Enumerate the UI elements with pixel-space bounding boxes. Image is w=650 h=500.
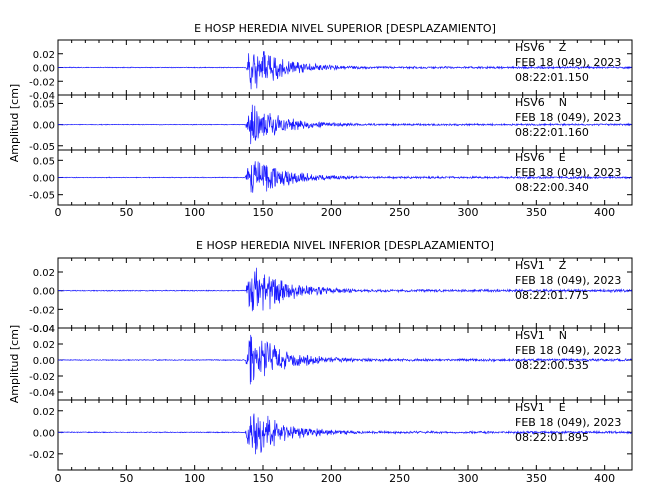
trace-date-label: FEB 18 (049), 2023 xyxy=(515,416,621,429)
x-tick-label: 400 xyxy=(594,206,615,219)
station-code: HSV6 xyxy=(515,96,545,109)
y-tick-label: -0.02 xyxy=(29,305,55,316)
y-tick-label: 0.00 xyxy=(33,64,55,75)
chart-title: E HOSP HEREDIA NIVEL SUPERIOR [DESPLAZAM… xyxy=(194,22,496,35)
x-tick-label: 200 xyxy=(321,472,342,485)
trace-station-label: HSV1 E xyxy=(515,401,566,414)
x-tick-label: 50 xyxy=(119,206,133,219)
waveform-trace xyxy=(57,51,632,90)
station-code: HSV1 xyxy=(515,259,545,272)
x-tick-label: 350 xyxy=(526,206,547,219)
waveform-trace xyxy=(58,267,632,312)
y-tick-label: 0.05 xyxy=(33,99,55,110)
x-tick-label: 100 xyxy=(184,206,205,219)
trace-panel-hsv6-e: 0.05 0.00 -0.05 HSV6 E FEB 18 (049), 2023 08:2… xyxy=(29,149,633,206)
y-tick-label: 0.04 xyxy=(33,324,55,335)
station-code: HSV6 xyxy=(515,41,545,54)
trace-date-label: FEB 18 (049), 2023 xyxy=(515,56,621,69)
x-tick-label: 250 xyxy=(389,472,410,485)
component-code: N xyxy=(559,96,567,109)
y-tick-label: -0.02 xyxy=(29,372,55,383)
x-tick-label: 300 xyxy=(458,206,479,219)
y-tick-label: 0.02 xyxy=(33,50,55,61)
trace-panel-hsv6-z: 0.02 0.00 -0.02 -0.04 HSV6 Z FEB 18 (049), 202… xyxy=(29,39,633,102)
trace-station-label: HSV1 N xyxy=(515,329,567,342)
y-tick-label: 0.00 xyxy=(33,174,55,185)
x-tick-label: 150 xyxy=(253,206,274,219)
trace-date-label: FEB 18 (049), 2023 xyxy=(515,111,621,124)
y-tick-label: 0.02 xyxy=(33,340,55,351)
x-tick-label: 200 xyxy=(321,206,342,219)
waveform-trace xyxy=(57,413,632,455)
trace-time-label: 08:22:00.535 xyxy=(515,359,589,372)
trace-panel-hsv1-e: 0.02 0.00 -0.02 HSV1 E FEB 18 (049), 2023 08:2… xyxy=(29,399,633,471)
trace-date-label: FEB 18 (049), 2023 xyxy=(515,344,621,357)
trace-date-label: FEB 18 (049), 2023 xyxy=(515,274,621,287)
component-code: N xyxy=(559,329,567,342)
y-tick-label: 0.02 xyxy=(33,268,55,279)
station-code: HSV1 xyxy=(515,401,545,414)
x-tick-label: 100 xyxy=(184,472,205,485)
trace-station-label: HSV6 N xyxy=(515,96,567,109)
x-tick-label: 300 xyxy=(458,472,479,485)
trace-station-label: HSV6 Z xyxy=(515,41,567,54)
x-tick-label: 0 xyxy=(55,472,62,485)
chart-title: E HOSP HEREDIA NIVEL INFERIOR [DESPLAZAM… xyxy=(196,239,494,252)
trace-time-label: 08:22:01.150 xyxy=(515,71,589,84)
chart-group-1: E HOSP HEREDIA NIVEL SUPERIOR [DESPLAZAM… xyxy=(8,22,633,219)
y-tick-label: -0.04 xyxy=(29,388,55,399)
trace-time-label: 08:22:01.775 xyxy=(515,289,589,302)
chart-group-2: E HOSP HEREDIA NIVEL INFERIOR [DESPLAZAM… xyxy=(8,239,633,485)
station-code: HSV1 xyxy=(515,329,545,342)
y-tick-label: -0.04 xyxy=(29,91,55,102)
y-tick-label: -0.05 xyxy=(29,142,55,153)
y-tick-label: 0.00 xyxy=(33,121,55,132)
x-tick-label: 350 xyxy=(526,472,547,485)
y-tick-label: 0.05 xyxy=(33,156,55,167)
trace-time-label: 08:22:00.340 xyxy=(515,181,589,194)
trace-panel-hsv6-n: 0.05 0.00 -0.05 HSV6 N FEB 18 (049), 2023 08:2… xyxy=(29,94,633,153)
trace-time-label: 08:22:01.160 xyxy=(515,126,589,139)
component-code: E xyxy=(559,401,566,414)
y-tick-label: -0.04 xyxy=(29,324,55,335)
y-tick-label: 0.00 xyxy=(33,356,55,367)
y-axis-label: Amplitud [cm] xyxy=(8,84,21,162)
trace-station-label: HSV6 E xyxy=(515,151,566,164)
x-tick-label: 400 xyxy=(594,472,615,485)
trace-panel-hsv1-n: 0.04 0.02 0.00 -0.02 -0.04 HSV1 N FEB 18 (049),… xyxy=(29,324,633,401)
x-tick-label: 150 xyxy=(253,472,274,485)
y-tick-label: -0.05 xyxy=(29,191,55,202)
waveform-trace xyxy=(57,334,632,385)
x-tick-label: 50 xyxy=(119,472,133,485)
x-tick-label: 250 xyxy=(389,206,410,219)
component-code: Z xyxy=(559,41,567,54)
y-axis-label: Amplitud [cm] xyxy=(8,325,21,403)
y-tick-label: -0.02 xyxy=(29,77,55,88)
y-tick-label: 0.00 xyxy=(33,428,55,439)
y-tick-label: -0.02 xyxy=(29,450,55,461)
component-code: E xyxy=(559,151,566,164)
station-code: HSV6 xyxy=(515,151,545,164)
y-tick-label: 0.00 xyxy=(33,287,55,298)
y-tick-label: 0.02 xyxy=(33,407,55,418)
trace-date-label: FEB 18 (049), 2023 xyxy=(515,166,621,179)
component-code: Z xyxy=(559,259,567,272)
trace-station-label: HSV1 Z xyxy=(515,259,567,272)
x-tick-label: 0 xyxy=(55,206,62,219)
waveform-trace xyxy=(57,104,632,145)
trace-panel-hsv1-z: 0.02 0.00 -0.02 -0.04 HSV1 Z FEB 18 (049), 202… xyxy=(29,257,633,335)
trace-time-label: 08:22:01.895 xyxy=(515,431,589,444)
waveform-trace xyxy=(57,161,632,193)
